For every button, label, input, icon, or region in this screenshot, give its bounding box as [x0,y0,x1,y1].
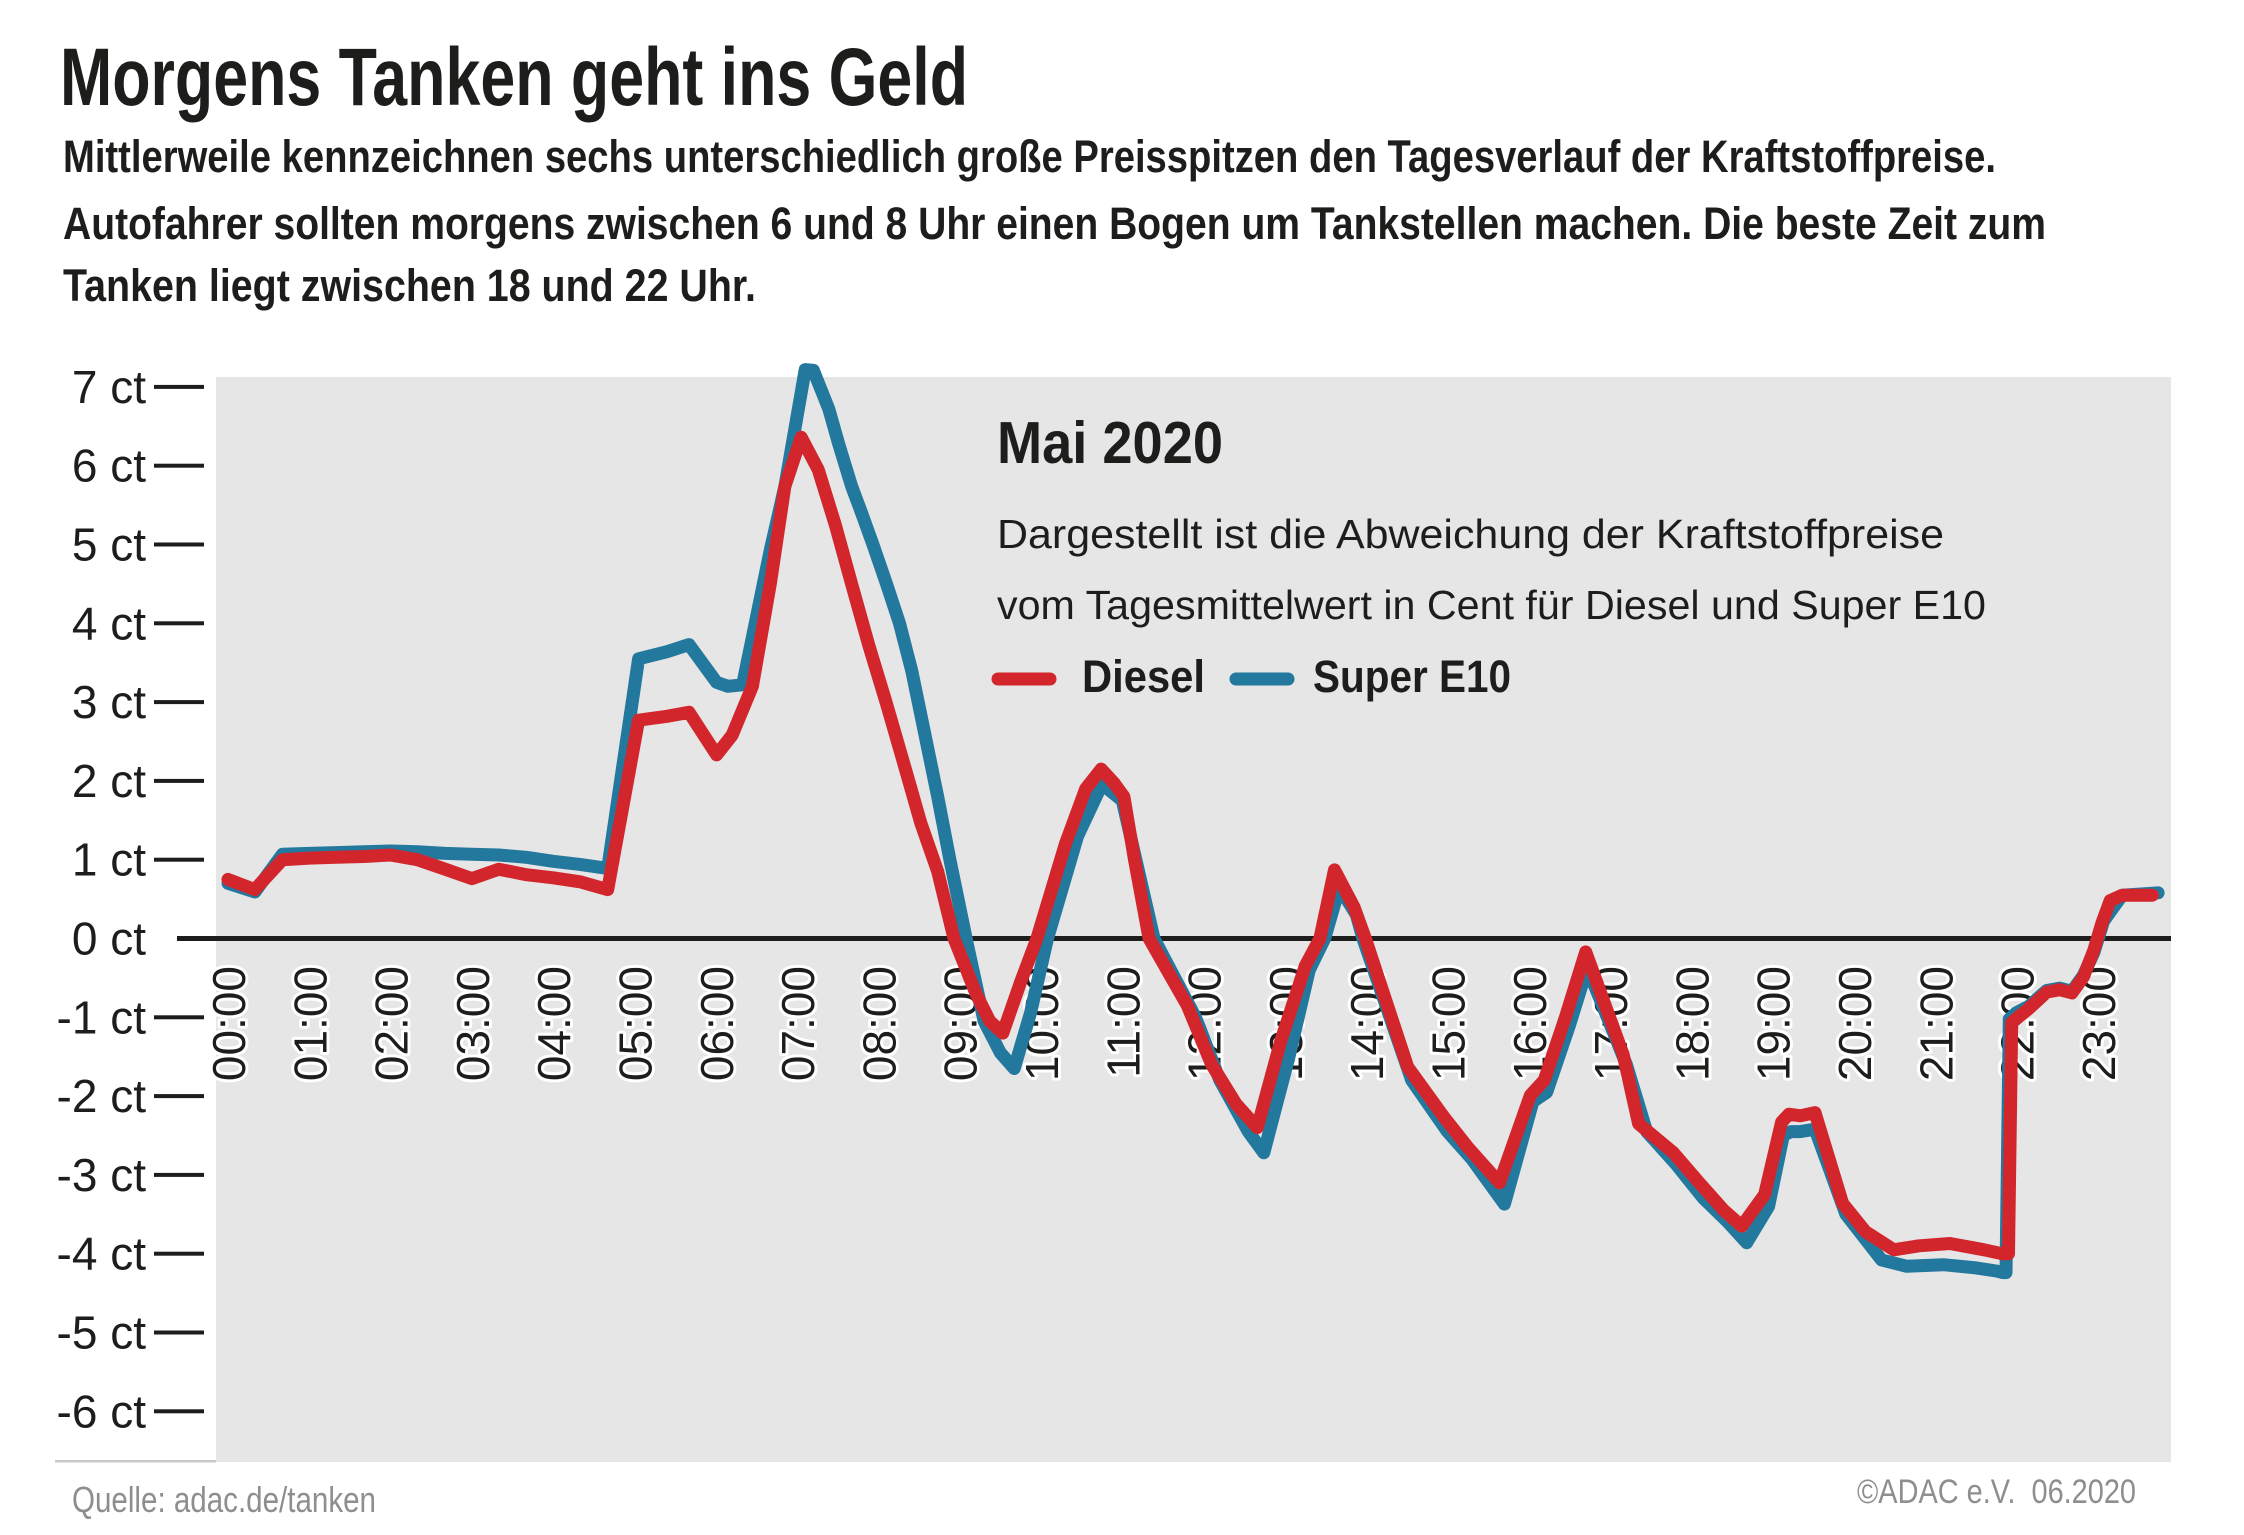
svg-text:-2 ct: -2 ct [57,1070,147,1122]
svg-text:-3 ct: -3 ct [57,1149,147,1201]
svg-text:07:00: 07:00 [772,966,824,1081]
svg-text:7 ct: 7 ct [72,361,146,413]
svg-text:Quelle: adac.de/tanken: Quelle: adac.de/tanken [72,1479,376,1520]
svg-text:23:00: 23:00 [2073,966,2125,1081]
svg-text:06:00: 06:00 [691,966,743,1081]
svg-text:19:00: 19:00 [1748,966,1800,1081]
svg-text:1 ct: 1 ct [72,834,146,886]
svg-text:Tanken liegt zwischen 18 und 2: Tanken liegt zwischen 18 und 22 Uhr. [63,260,756,311]
svg-text:Autofahrer sollten morgens zwi: Autofahrer sollten morgens zwischen 6 un… [63,198,2046,249]
svg-text:6 ct: 6 ct [72,440,146,492]
svg-text:Diesel: Diesel [1082,651,1205,702]
svg-text:18:00: 18:00 [1666,966,1718,1081]
svg-text:5 ct: 5 ct [72,519,146,571]
svg-text:-6 ct: -6 ct [57,1385,147,1437]
svg-text:04:00: 04:00 [528,966,580,1081]
svg-text:Mai 2020: Mai 2020 [997,410,1223,476]
svg-text:-4 ct: -4 ct [57,1228,147,1280]
svg-text:20:00: 20:00 [1829,966,1881,1081]
svg-text:3 ct: 3 ct [72,676,146,728]
svg-text:02:00: 02:00 [366,966,418,1081]
svg-text:00:00: 00:00 [203,966,255,1081]
svg-text:Dargestellt ist die Abweichung: Dargestellt ist die Abweichung der Kraft… [997,511,1944,557]
svg-text:08:00: 08:00 [853,966,905,1081]
svg-text:-1 ct: -1 ct [57,991,147,1043]
svg-text:-5 ct: -5 ct [57,1307,147,1359]
svg-text:0 ct: 0 ct [72,913,146,965]
svg-text:4 ct: 4 ct [72,597,146,649]
svg-text:vom Tagesmittelwert in Cent fü: vom Tagesmittelwert in Cent für Diesel u… [997,582,1986,628]
svg-text:03:00: 03:00 [447,966,499,1081]
svg-text:11:00: 11:00 [1097,966,1149,1078]
svg-text:21:00: 21:00 [1910,966,1962,1081]
svg-text:05:00: 05:00 [610,966,662,1081]
svg-text:2 ct: 2 ct [72,755,146,807]
svg-text:01:00: 01:00 [284,966,336,1081]
svg-text:Morgens Tanken geht ins Geld: Morgens Tanken geht ins Geld [60,32,968,123]
svg-text:Mittlerweile kennzeichnen sech: Mittlerweile kennzeichnen sechs untersch… [63,131,1996,182]
svg-text:15:00: 15:00 [1423,966,1475,1081]
svg-text:Super E10: Super E10 [1313,651,1511,702]
svg-text:©ADAC e.V. 06.2020: ©ADAC e.V. 06.2020 [1857,1473,2136,1511]
